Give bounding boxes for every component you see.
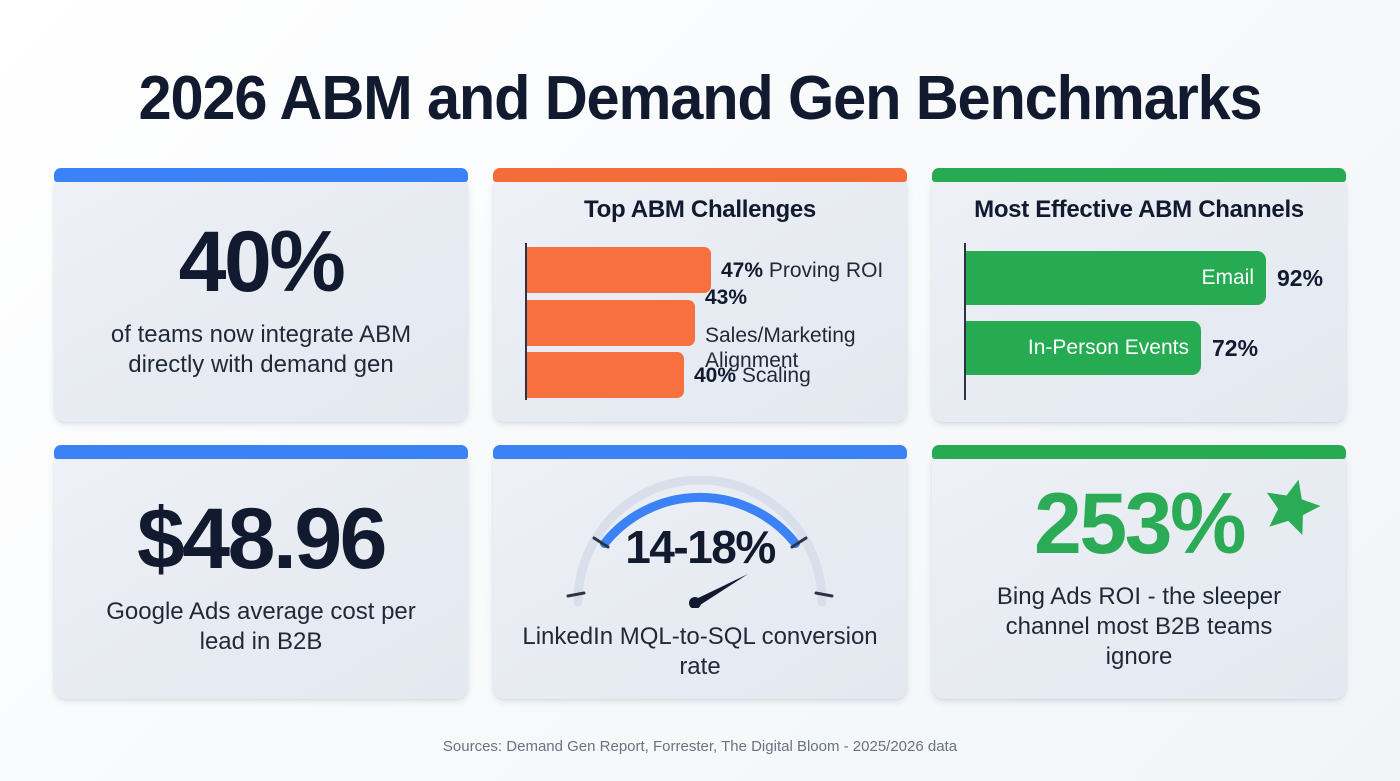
- gauge-track-arc: [573, 475, 827, 607]
- bar-row: 40% Scaling: [527, 352, 887, 398]
- gauge-chart: 14-18%: [550, 475, 850, 609]
- bar-row: Email 92%: [966, 251, 1326, 305]
- bar-value-proving-roi: 47%: [721, 258, 764, 282]
- bar-sales-marketing-alignment: [527, 299, 695, 346]
- gauge-needle-icon: [690, 574, 748, 607]
- star-icon: [1266, 479, 1321, 535]
- card-abm-integration: 40% of teams now integrate ABM directly …: [54, 168, 468, 422]
- bar-category-sales-marketing-alignment: Sales/Marketing Alignment: [705, 323, 856, 372]
- gauge-value-label: 14-18%: [625, 521, 776, 573]
- chart-title-top-abm-challenges: Top ABM Challenges: [584, 196, 816, 223]
- gauge-tick-icon: [566, 591, 586, 598]
- bar-proving-roi: [527, 247, 711, 293]
- gauge-svg: [566, 475, 834, 609]
- card-most-effective-abm-channels: Most Effective ABM Channels Email 92% I: [932, 168, 1346, 422]
- stat-caption-linkedin-mql-to-sql: LinkedIn MQL-to-SQL conversion rate: [522, 623, 878, 680]
- bar-email: Email: [966, 251, 1266, 305]
- card-bing-ads-roi: 253% Bing Ads ROI - the sleeper channel …: [932, 445, 1346, 699]
- card-accent-bar-green: [932, 168, 1346, 182]
- bar-chart-challenges: 47% Proving ROI 43% Sales/Marketing Alig…: [513, 241, 887, 404]
- bar-value-in-person-events: 72%: [1212, 334, 1259, 361]
- bar-category-proving-roi: Proving ROI: [768, 258, 884, 282]
- bar-label-proving-roi: 47% Proving ROI: [721, 258, 883, 283]
- bar-category-scaling: Scaling: [741, 363, 811, 387]
- bar-value-email: 92%: [1277, 264, 1324, 291]
- bar-row: 43% Sales/Marketing Alignment: [527, 286, 887, 372]
- stat-value-bing-ads-roi: 253%: [1034, 475, 1246, 572]
- card-accent-bar-blue: [54, 445, 468, 459]
- bar-category-in-person-events: In-Person Events: [1027, 336, 1189, 359]
- card-linkedin-mql-to-sql: 14-18% LinkedIn MQL-to-SQL conversion ra…: [493, 445, 907, 699]
- bar-scaling: [527, 352, 684, 398]
- stat-caption-bing-ads-roi: Bing Ads ROI - the sleeper channel most …: [996, 582, 1282, 670]
- gauge-value-arc: [600, 492, 800, 548]
- bar-label-sales-marketing-alignment: 43% Sales/Marketing Alignment: [705, 273, 880, 373]
- chart-axis-line: [964, 243, 966, 400]
- bar-chart-channels: Email 92% In-Person Events 72%: [952, 241, 1326, 404]
- card-top-abm-challenges: Top ABM Challenges 47% Proving ROI: [493, 168, 907, 422]
- stat-value-abm-integration: 40%: [178, 213, 346, 310]
- stat-caption-google-ads-cpl: Google Ads average cost per lead in B2B: [106, 597, 416, 655]
- sources-footer: Sources: Demand Gen Report, Forrester, T…: [442, 738, 958, 755]
- gauge-tick-icon: [790, 536, 808, 549]
- stat-caption-abm-integration: of teams now integrate ABM directly with…: [110, 320, 412, 378]
- bar-label-scaling: 40% Scaling: [694, 363, 811, 388]
- bar-category-email: Email: [1201, 266, 1254, 289]
- bar-row: 47% Proving ROI: [527, 247, 887, 293]
- card-accent-bar-blue: [493, 445, 907, 459]
- card-google-ads-cpl: $48.96 Google Ads average cost per lead …: [54, 445, 468, 699]
- card-grid: 40% of teams now integrate ABM directly …: [54, 168, 1346, 699]
- bar-value-sales-marketing-alignment: 43%: [705, 285, 748, 309]
- page-title: 2026 ABM and Demand Gen Benchmarks: [138, 64, 1263, 133]
- chart-title-abm-channels: Most Effective ABM Channels: [974, 196, 1304, 223]
- gauge-hub-icon: [689, 597, 701, 609]
- card-accent-bar-blue: [54, 168, 468, 182]
- stat-value-google-ads-cpl: $48.96: [136, 490, 388, 587]
- gauge-tick-icon: [814, 591, 834, 598]
- card-accent-bar-green: [932, 445, 1346, 459]
- bar-row: In-Person Events 72%: [966, 321, 1326, 375]
- card-accent-bar-orange: [493, 168, 907, 182]
- chart-axis-line: [525, 243, 527, 400]
- gauge-tick-icon: [592, 536, 610, 549]
- bar-value-scaling: 40%: [694, 363, 737, 387]
- bar-in-person-events: In-Person Events: [966, 321, 1201, 375]
